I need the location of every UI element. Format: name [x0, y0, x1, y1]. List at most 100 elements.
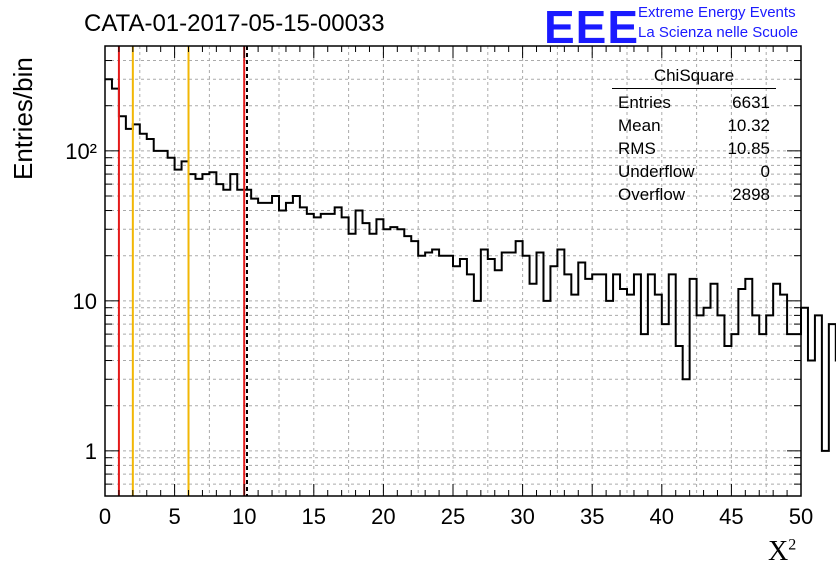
stats-title: ChiSquare: [612, 66, 776, 89]
x-tick-label: 30: [510, 504, 534, 529]
histogram-bin: [376, 219, 383, 496]
y-axis-label: Entries/bin: [8, 57, 38, 180]
histogram-bin: [711, 284, 718, 496]
histogram-bin: [543, 301, 550, 496]
histogram-bin: [537, 253, 544, 496]
stats-value: 10.32: [727, 116, 770, 135]
histogram-bin: [258, 203, 265, 496]
histogram-bin: [634, 274, 641, 496]
y-tick-label: 10²: [65, 139, 97, 164]
x-tick-label: 10: [232, 504, 256, 529]
x-tick-label: 50: [789, 504, 813, 529]
histogram-bin: [321, 214, 328, 496]
histogram-bin: [571, 295, 578, 496]
x-axis-label-text: X: [768, 536, 789, 567]
histogram-bin: [613, 274, 620, 496]
histogram-bin: [133, 124, 140, 496]
histogram-bin: [495, 270, 502, 496]
stats-row-rms: RMS 10.85: [612, 137, 776, 160]
histogram-bin: [759, 334, 766, 496]
histogram-bin: [683, 379, 690, 496]
histogram-bin: [690, 279, 697, 496]
histogram-bin: [509, 253, 516, 496]
histogram-bin: [815, 315, 822, 496]
histogram-bin: [669, 274, 676, 496]
logo-line-1: Extreme Energy Events: [638, 4, 796, 21]
histogram-bin: [704, 308, 711, 496]
histogram-bin: [550, 266, 557, 496]
histogram-bin: [606, 301, 613, 496]
histogram-bin: [453, 266, 460, 496]
x-tick-label: 25: [441, 504, 465, 529]
histogram-bin: [787, 334, 794, 496]
histogram-bin: [578, 263, 585, 496]
x-tick-label: 40: [650, 504, 674, 529]
stats-row-entries: Entries 6631: [612, 91, 776, 114]
histogram-bin: [279, 211, 286, 496]
histogram-bin: [105, 79, 112, 496]
histogram-bin: [717, 315, 724, 496]
histogram-bin: [161, 151, 168, 496]
x-tick-label: 20: [371, 504, 395, 529]
y-tick-label: 10: [73, 289, 97, 314]
histogram-bin: [168, 158, 175, 496]
histogram-bin: [766, 315, 773, 496]
x-tick-label: 35: [580, 504, 604, 529]
y-tick-label: 1: [85, 439, 97, 464]
histogram-bin: [502, 253, 509, 496]
histogram-bin: [418, 256, 425, 496]
histogram-bin: [592, 274, 599, 496]
histogram-bin: [307, 214, 314, 496]
histogram-bin: [530, 284, 537, 496]
eee-logo: EEE: [544, 1, 640, 53]
histogram-bin: [112, 89, 119, 496]
histogram-bin: [397, 229, 404, 496]
histogram-bin: [676, 346, 683, 496]
histogram-bin: [369, 234, 376, 496]
histogram-bin: [627, 295, 634, 496]
histogram-bin: [119, 116, 126, 496]
stats-value: 6631: [732, 93, 770, 112]
histogram-bin: [773, 284, 780, 496]
histogram-bin: [648, 274, 655, 496]
histogram-bin: [216, 184, 223, 496]
histogram-bin: [223, 190, 230, 496]
histogram-bin: [641, 334, 648, 496]
histogram-bin: [411, 241, 418, 496]
stats-label: Underflow: [618, 162, 695, 181]
stats-label: RMS: [618, 139, 656, 158]
histogram-bin: [467, 274, 474, 496]
x-axis-label-superscript: 2: [788, 536, 797, 554]
histogram-bin: [265, 203, 272, 496]
histogram-bin: [432, 249, 439, 496]
stats-label: Mean: [618, 116, 661, 135]
histogram-series: [105, 78, 836, 452]
histogram-bin: [335, 207, 342, 496]
histogram-bin: [557, 249, 564, 496]
histogram-bin: [460, 259, 467, 496]
histogram-bin: [328, 214, 335, 496]
histogram-bin: [126, 129, 133, 496]
histogram-bin: [230, 174, 237, 496]
histogram-bin: [446, 256, 453, 496]
stats-box: ChiSquare Entries 6631 Mean 10.32 RMS 10.85…: [612, 66, 776, 206]
histogram-bin: [822, 451, 829, 496]
stats-label: Entries: [618, 93, 671, 112]
histogram-bin: [808, 361, 815, 496]
histogram-bin: [794, 334, 801, 496]
histogram-bin: [195, 179, 202, 496]
histogram-bin: [237, 190, 244, 496]
histogram-bin: [738, 289, 745, 496]
histogram-bin: [349, 234, 356, 496]
histogram-bin: [585, 279, 592, 496]
histogram-bin: [481, 249, 488, 496]
histogram-bin: [390, 227, 397, 496]
x-tick-label: 0: [99, 504, 111, 529]
stats-label: Overflow: [618, 185, 686, 204]
stats-value: 2898: [732, 185, 770, 204]
histogram-bin: [801, 308, 808, 496]
histogram-bin: [342, 217, 349, 496]
histogram-bin: [599, 274, 606, 496]
histogram-bin: [662, 324, 669, 496]
histogram-bin: [697, 315, 704, 496]
